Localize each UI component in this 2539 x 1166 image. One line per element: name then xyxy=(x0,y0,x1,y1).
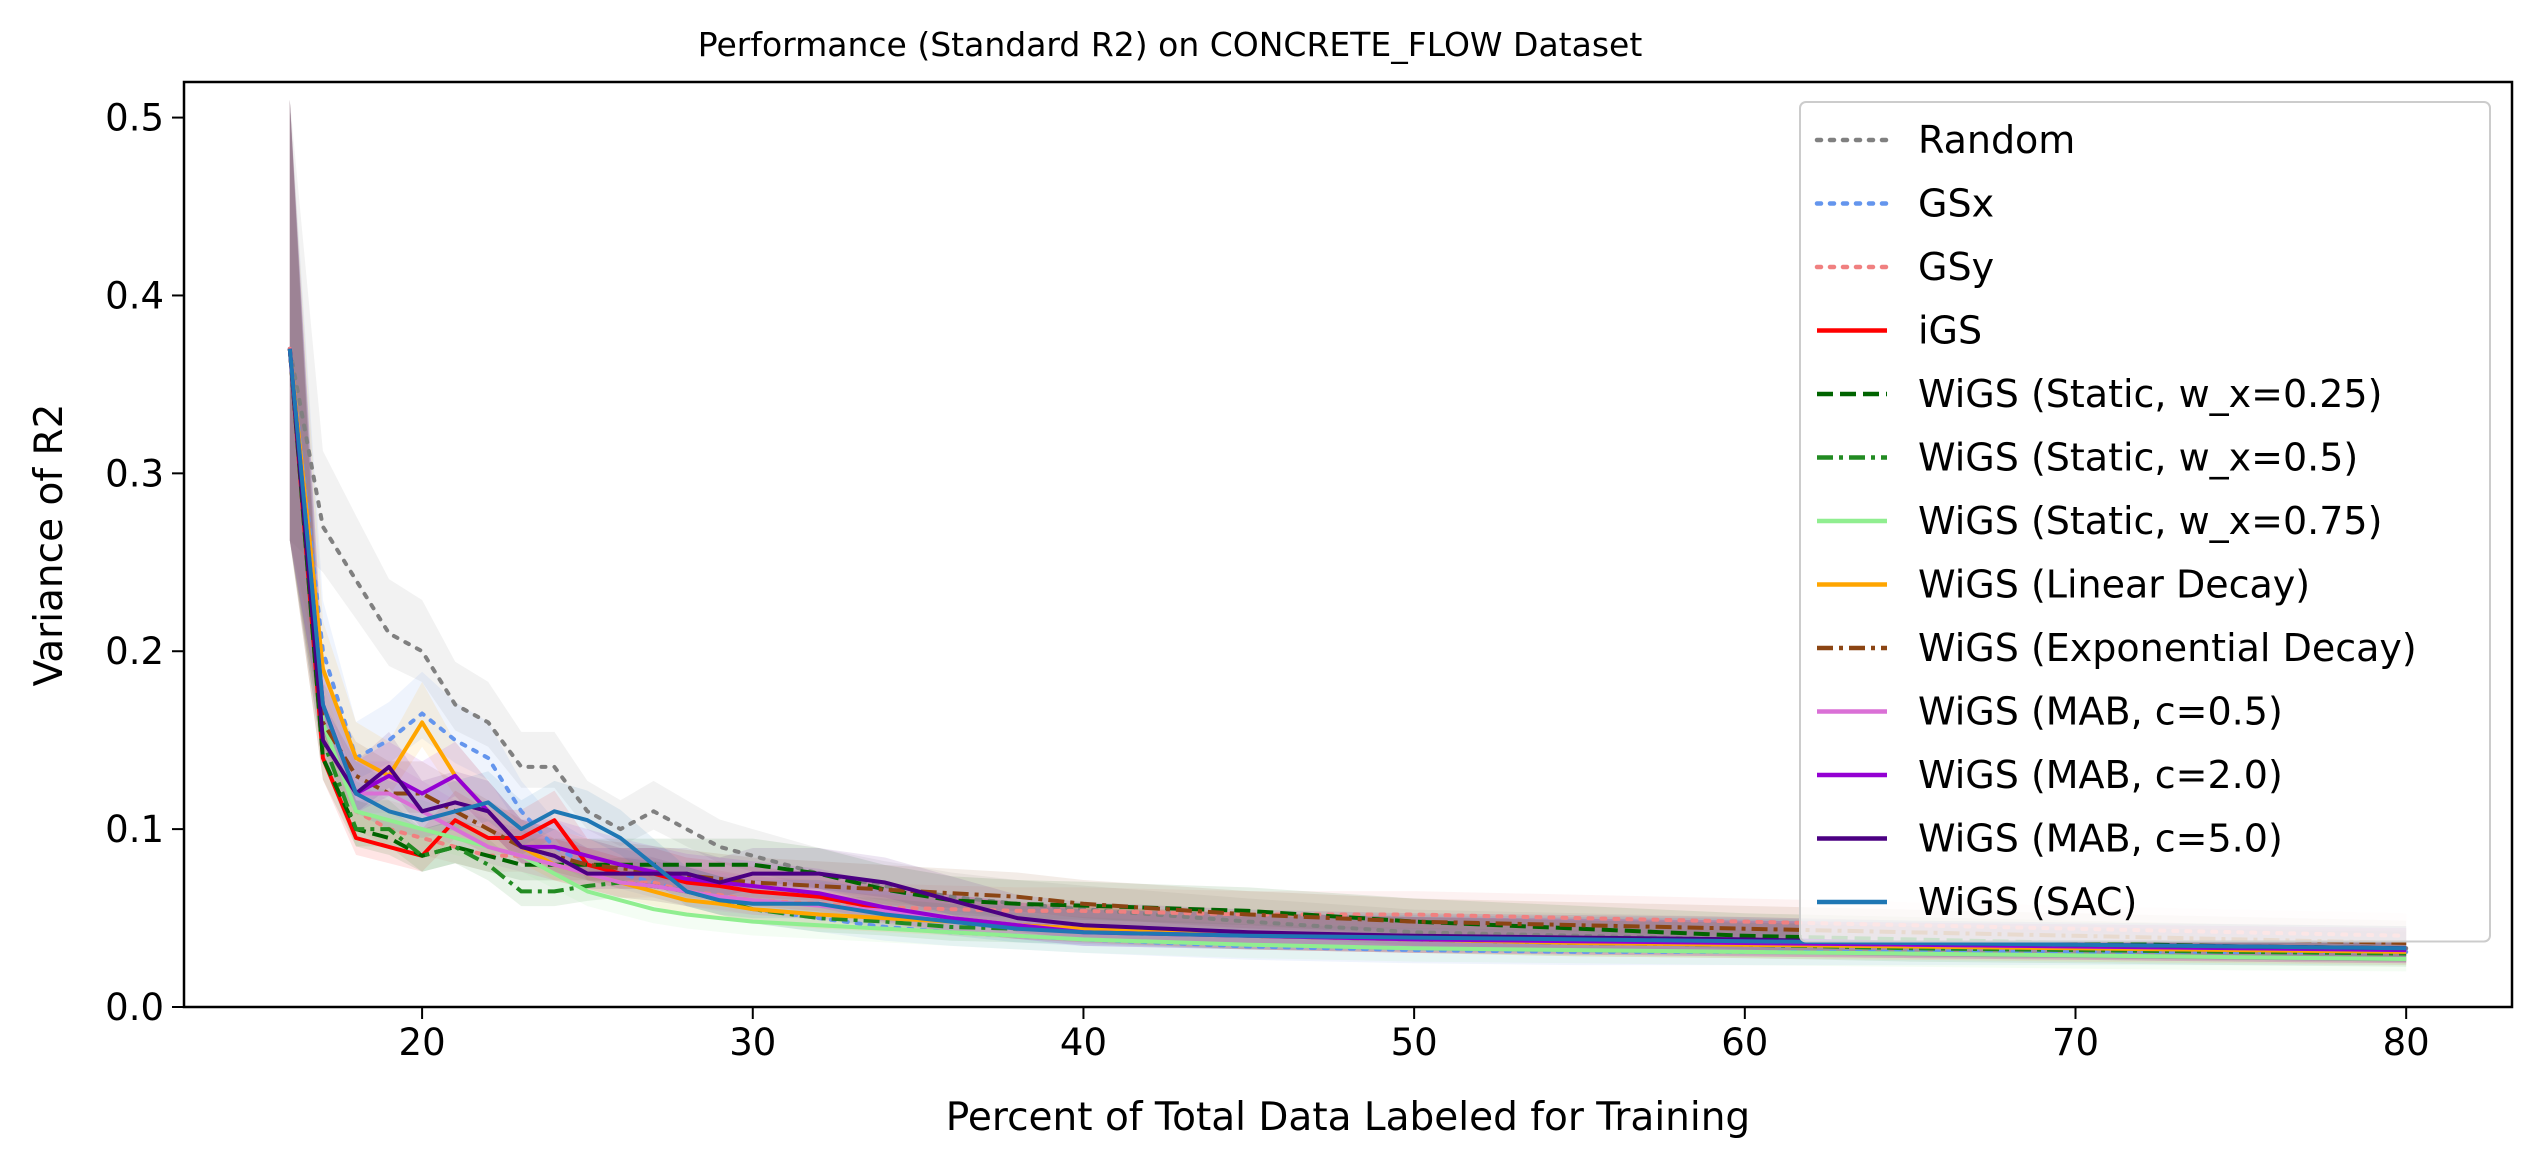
plot-frame xyxy=(182,80,2514,1009)
legend-label: WiGS (MAB, c=2.0) xyxy=(1918,753,2283,797)
legend-label: GSy xyxy=(1918,245,1994,289)
y-tick-label: 0.2 xyxy=(105,630,164,673)
x-tick-label: 30 xyxy=(729,1021,776,1064)
series-band xyxy=(289,99,2407,967)
series-line xyxy=(287,348,2407,951)
chart-title: Performance (Standard R2) on CONCRETE_FL… xyxy=(698,25,1643,64)
y-tick-label: 0.3 xyxy=(105,452,164,495)
legend: Random GSx GSy iGS WiGS (Static, w_x=0.25) Wi… xyxy=(1799,101,2491,943)
series-lines xyxy=(287,346,2409,961)
series-line xyxy=(287,348,2407,945)
x-tick-label: 60 xyxy=(1721,1021,1768,1064)
legend-label: Random xyxy=(1918,118,2075,162)
legend-label: WiGS (Static, w_x=0.75) xyxy=(1918,499,2382,543)
series-line xyxy=(287,348,2407,961)
y-tick-label: 0.4 xyxy=(105,274,164,317)
x-tick-label: 40 xyxy=(1060,1021,1107,1064)
y-axis: 0.0 0.1 0.2 0.3 0.4 0.5 xyxy=(105,97,184,1029)
legend-label: WiGS (Linear Decay) xyxy=(1918,563,2310,607)
x-tick-label: 20 xyxy=(399,1021,446,1064)
x-tick-label: 50 xyxy=(1391,1021,1438,1064)
x-tick-label: 80 xyxy=(2383,1021,2430,1064)
legend-label: WiGS (Static, w_x=0.5) xyxy=(1918,436,2358,480)
legend-label: GSx xyxy=(1918,182,1994,226)
y-tick-label: 0.0 xyxy=(105,986,164,1029)
confidence-bands xyxy=(289,99,2407,972)
legend-label: WiGS (MAB, c=0.5) xyxy=(1918,690,2283,734)
series-band xyxy=(289,99,2407,950)
legend-label: iGS xyxy=(1918,309,1982,353)
y-axis-label: Variance of R2 xyxy=(27,404,72,687)
legend-label: WiGS (Static, w_x=0.25) xyxy=(1918,372,2382,416)
x-axis: 20 30 40 50 60 70 80 xyxy=(399,1007,2430,1064)
x-tick-label: 70 xyxy=(2052,1021,2099,1064)
legend-label: WiGS (MAB, c=5.0) xyxy=(1918,817,2283,861)
legend-label: WiGS (Exponential Decay) xyxy=(1918,626,2417,670)
series-line xyxy=(287,346,2409,951)
y-tick-label: 0.1 xyxy=(105,808,164,851)
legend-label: WiGS (SAC) xyxy=(1918,880,2137,924)
legend-box xyxy=(1799,101,2491,943)
series-line xyxy=(287,348,2407,956)
y-tick-label: 0.5 xyxy=(105,97,164,140)
x-axis-label: Percent of Total Data Labeled for Traini… xyxy=(946,1095,1750,1140)
